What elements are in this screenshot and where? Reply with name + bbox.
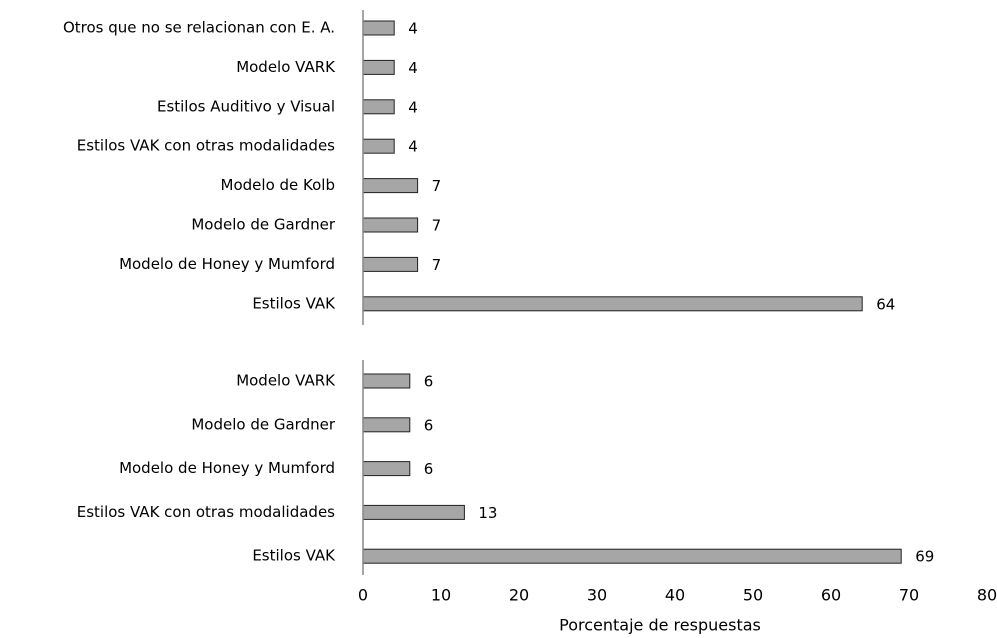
value-label: 13 xyxy=(478,504,497,522)
category-label: Modelo VARK xyxy=(236,372,336,390)
value-label: 6 xyxy=(424,460,434,478)
bar xyxy=(362,461,411,477)
category-label: Otros que no se relacionan con E. A. xyxy=(63,19,335,37)
x-tick-label: 80 xyxy=(977,586,997,605)
category-label: Modelo de Honey y Mumford xyxy=(119,459,335,477)
bar xyxy=(362,256,419,272)
value-label: 7 xyxy=(432,256,442,274)
category-label: Modelo VARK xyxy=(236,58,336,76)
category-label: Modelo de Gardner xyxy=(191,216,335,234)
value-label: 6 xyxy=(424,416,434,434)
category-label: Estilos VAK con otras modalidades xyxy=(77,137,335,155)
category-label: Estilos VAK con otras modalidades xyxy=(77,503,335,521)
bar xyxy=(362,138,395,154)
value-label: 64 xyxy=(876,295,895,313)
x-tick-label: 10 xyxy=(431,586,451,605)
bar xyxy=(362,59,395,75)
x-tick-label: 50 xyxy=(743,586,763,605)
value-label: 69 xyxy=(915,548,934,566)
value-label: 4 xyxy=(408,98,418,116)
bar xyxy=(362,20,395,36)
x-tick-label: 70 xyxy=(899,586,919,605)
category-label: Estilos Auditivo y Visual xyxy=(157,97,335,115)
value-label: 7 xyxy=(432,177,442,195)
bar xyxy=(362,417,411,433)
x-axis-label: Porcentaje de respuestas xyxy=(559,616,761,635)
value-label: 6 xyxy=(424,373,434,391)
bar xyxy=(362,99,395,115)
bar xyxy=(362,548,902,564)
bar xyxy=(362,178,419,194)
category-label: Modelo de Gardner xyxy=(191,415,335,433)
bar xyxy=(362,373,411,389)
x-tick-label: 0 xyxy=(358,586,368,605)
category-label: Modelo de Honey y Mumford xyxy=(119,255,335,273)
value-label: 4 xyxy=(408,138,418,156)
x-tick-label: 30 xyxy=(587,586,607,605)
category-label: Estilos VAK xyxy=(252,294,336,312)
x-tick-label: 60 xyxy=(821,586,841,605)
bar xyxy=(362,504,465,520)
value-label: 7 xyxy=(432,217,442,235)
x-tick-label: 40 xyxy=(665,586,685,605)
category-label: Estilos VAK xyxy=(252,547,336,565)
x-tick-label: 20 xyxy=(509,586,529,605)
value-label: 4 xyxy=(408,20,418,38)
value-label: 4 xyxy=(408,59,418,77)
bar xyxy=(362,296,863,312)
bar xyxy=(362,217,419,233)
category-label: Modelo de Kolb xyxy=(221,176,335,194)
